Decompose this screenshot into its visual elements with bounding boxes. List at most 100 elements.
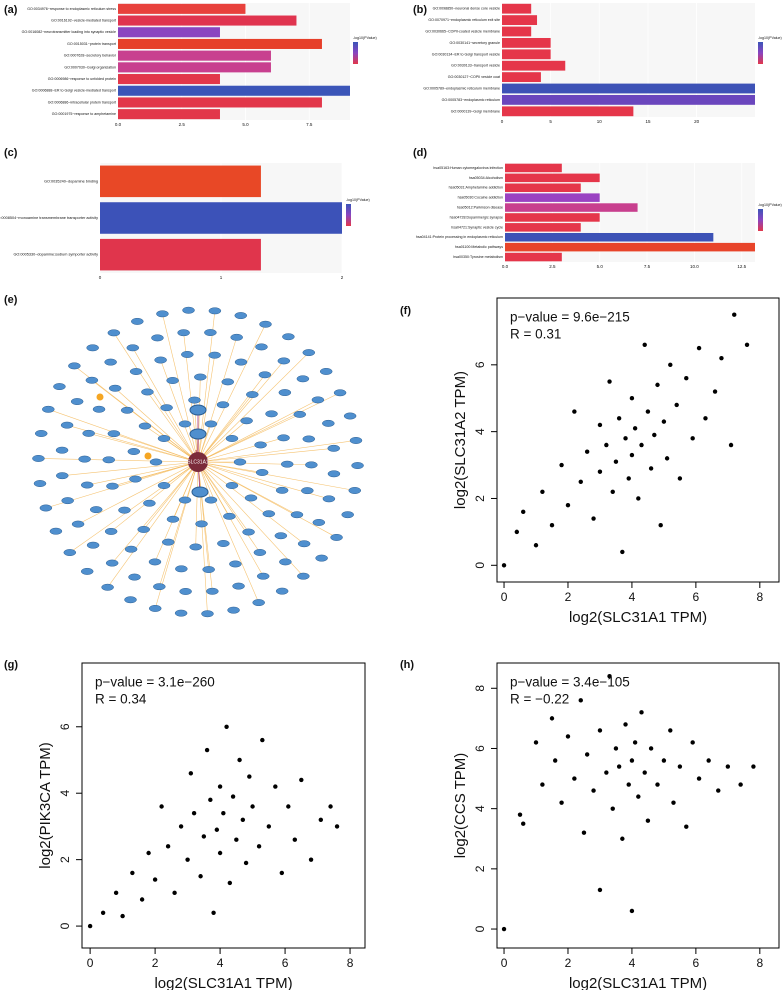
point — [328, 804, 333, 809]
point — [273, 784, 278, 789]
edge — [114, 388, 199, 463]
node — [82, 429, 95, 437]
bar — [502, 37, 551, 48]
edge — [197, 461, 337, 538]
node — [149, 458, 163, 466]
node — [343, 412, 357, 420]
category-label: GO:0006888~ER to Golgi vesicle-mediated … — [32, 89, 116, 93]
category-label: GO:0007030~Golgi organization — [64, 65, 116, 69]
point — [243, 860, 249, 866]
point — [578, 479, 583, 484]
annotation: R = 0.31 — [510, 327, 561, 342]
point — [706, 758, 711, 763]
colorbar — [346, 204, 351, 226]
point — [684, 824, 689, 829]
point — [552, 758, 558, 763]
node — [225, 435, 239, 442]
bar — [502, 94, 755, 105]
point — [613, 459, 619, 464]
network: SLC31A1 — [32, 306, 364, 618]
node — [240, 417, 253, 425]
point — [668, 728, 673, 733]
node — [148, 558, 162, 566]
node — [208, 351, 221, 359]
edge — [197, 355, 215, 463]
point — [572, 409, 577, 414]
point — [299, 777, 304, 783]
node — [32, 455, 45, 462]
x-tick-label: 2 — [341, 275, 344, 280]
node — [33, 480, 47, 487]
point — [217, 784, 223, 789]
node — [49, 527, 63, 535]
category-label: GO:0001975~response to amphetamine — [52, 112, 116, 116]
edge — [197, 461, 305, 544]
bar — [505, 203, 638, 212]
edge — [111, 461, 199, 564]
node — [290, 511, 304, 519]
node — [63, 549, 77, 556]
node — [129, 475, 142, 483]
point — [677, 476, 683, 481]
node — [217, 540, 230, 547]
x-tick-label: 5.0 — [242, 122, 249, 127]
point — [629, 396, 635, 401]
y-tick-label: 6 — [473, 745, 487, 752]
point — [639, 710, 644, 715]
node — [151, 334, 164, 342]
node — [275, 486, 289, 494]
category-label: hsa04721:Synaptic vesicle cycle — [451, 225, 503, 229]
node — [221, 378, 235, 386]
node — [349, 437, 363, 444]
bar — [118, 50, 271, 61]
node — [234, 358, 248, 366]
point — [604, 770, 609, 775]
x-tick-label: 0 — [501, 590, 508, 604]
node — [61, 497, 74, 505]
node — [348, 487, 362, 494]
point — [604, 442, 609, 448]
node — [202, 566, 215, 573]
category-label: hsa05163:Human cytomegalovirus infection — [433, 166, 503, 170]
point — [188, 771, 194, 776]
node — [166, 515, 180, 523]
category-label: GO:0008504~monoamine transmembrane trans… — [0, 216, 98, 220]
category-label: hsa05012:Parkinson disease — [457, 206, 503, 210]
point — [668, 362, 673, 368]
point — [703, 416, 708, 421]
node — [89, 506, 103, 514]
y-tick-label: 0 — [473, 925, 487, 932]
point — [578, 698, 583, 703]
y-tick-label: 4 — [473, 805, 487, 812]
plot-frame — [496, 297, 780, 583]
node — [179, 588, 192, 595]
node — [204, 420, 218, 428]
node — [259, 320, 272, 328]
point — [623, 722, 628, 727]
point — [549, 716, 555, 721]
node — [258, 371, 272, 379]
edge — [77, 461, 199, 525]
x-tick-label: 0 — [99, 275, 102, 280]
edge — [197, 392, 341, 463]
node — [86, 344, 99, 352]
point — [533, 740, 539, 745]
panel-label: (b) — [413, 4, 427, 16]
bar — [505, 163, 562, 173]
category-label: GO:0098850~neuronal dense core vesicle — [433, 7, 500, 11]
bar — [502, 26, 532, 37]
node — [277, 357, 291, 365]
edge — [197, 437, 284, 463]
edge — [107, 461, 199, 588]
drug-node — [96, 393, 104, 401]
point — [221, 810, 226, 816]
node — [206, 587, 219, 595]
node — [105, 559, 119, 567]
point — [260, 737, 265, 743]
category-label: GO:0016192~vesicle-mediated transport — [51, 19, 116, 23]
node — [265, 410, 278, 418]
point — [607, 674, 612, 679]
node — [127, 448, 141, 455]
node — [312, 519, 326, 526]
annotation: p−value = 3.4e−105 — [510, 675, 630, 690]
